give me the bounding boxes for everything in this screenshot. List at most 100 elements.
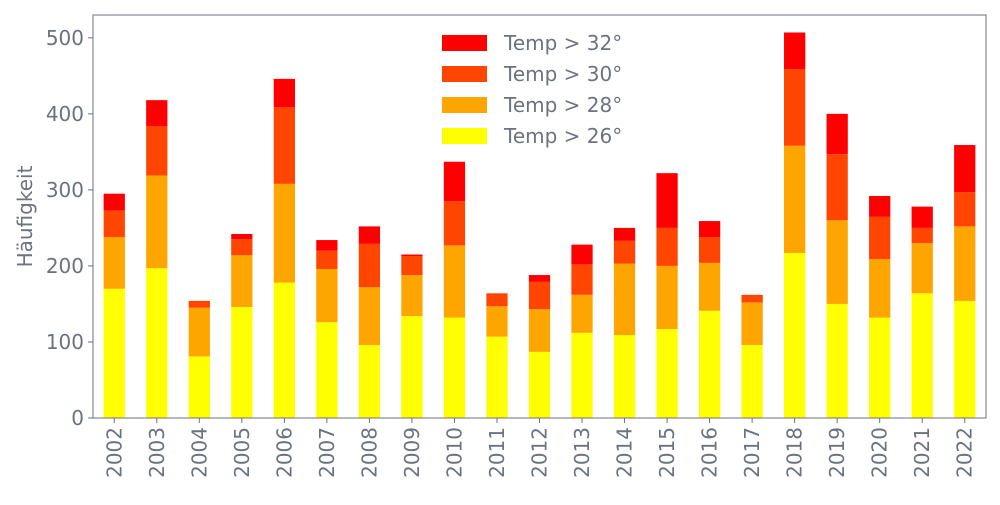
x-tick-label-2003: 2003 <box>145 427 169 478</box>
bar-2022-series-3 <box>954 145 976 193</box>
bar-2002-series-0 <box>103 288 125 418</box>
legend-label-1: Temp > 28° <box>503 93 622 117</box>
x-tick-label-2012: 2012 <box>528 427 552 478</box>
bar-2012-series-3 <box>528 275 551 282</box>
bar-2010-series-0 <box>443 317 466 418</box>
bar-2016-series-0 <box>698 310 721 418</box>
bar-2007-series-3 <box>316 240 338 251</box>
x-tick-label-2010: 2010 <box>442 427 466 478</box>
bar-2006-series-0 <box>273 282 295 418</box>
bar-2008-series-1 <box>358 287 381 346</box>
bar-2019-series-1 <box>826 220 848 304</box>
bar-2003-series-1 <box>146 175 168 269</box>
bar-2013-series-1 <box>571 294 593 333</box>
x-tick-label-2022: 2022 <box>953 427 977 478</box>
bar-2005-series-2 <box>231 239 253 256</box>
x-tick-label-2016: 2016 <box>698 427 722 478</box>
bar-2015-series-3 <box>656 173 678 228</box>
x-tick-label-2004: 2004 <box>187 427 211 478</box>
bar-2006-series-3 <box>273 78 295 107</box>
y-tick-label-100: 100 <box>46 330 84 354</box>
y-axis-label: Häufigkeit <box>13 165 37 267</box>
bar-2019-series-0 <box>826 303 848 418</box>
y-tick-label-300: 300 <box>46 178 84 202</box>
y-tick-label-400: 400 <box>46 102 84 126</box>
bar-2008-series-0 <box>358 345 381 418</box>
bar-2015-series-1 <box>656 265 678 330</box>
bar-2016-series-2 <box>698 237 721 263</box>
bar-2007-series-1 <box>316 268 338 323</box>
bar-2014-series-2 <box>613 240 636 264</box>
x-tick-label-2006: 2006 <box>272 427 296 478</box>
bar-2005-series-1 <box>231 255 253 307</box>
bar-2006-series-1 <box>273 183 295 283</box>
bar-2015-series-2 <box>656 227 678 266</box>
bar-2010-series-1 <box>443 245 466 318</box>
bar-2016-series-1 <box>698 262 721 311</box>
bar-2013-series-2 <box>571 264 593 295</box>
bar-2022-series-2 <box>954 192 976 227</box>
x-tick-label-2013: 2013 <box>570 427 594 478</box>
legend: Temp > 32° Temp > 30° Temp > 28° Temp > 26° <box>442 31 622 148</box>
bar-2018-series-0 <box>784 253 806 418</box>
bar-2014-series-3 <box>613 227 636 241</box>
legend-swatch-2 <box>442 66 487 82</box>
x-tick-label-2021: 2021 <box>910 427 934 478</box>
x-tick-label-2015: 2015 <box>655 427 679 478</box>
bar-2003-series-3 <box>146 100 168 127</box>
bar-2008-series-3 <box>358 226 381 244</box>
y-tick-label-500: 500 <box>46 26 84 50</box>
bar-2009-series-1 <box>401 275 423 317</box>
y-tick-label-0: 0 <box>71 406 84 430</box>
bars-layer <box>103 32 976 418</box>
bar-2019-series-3 <box>826 113 848 155</box>
legend-label-0: Temp > 26° <box>503 124 622 148</box>
bar-2004-series-0 <box>188 356 210 418</box>
bar-2007-series-2 <box>316 250 338 269</box>
bar-2020-series-2 <box>869 216 891 260</box>
bar-2018-series-2 <box>784 68 806 146</box>
bar-2009-series-0 <box>401 316 423 418</box>
bar-2016-series-3 <box>698 221 721 238</box>
legend-label-2: Temp > 30° <box>503 62 622 86</box>
x-tick-label-2019: 2019 <box>825 427 849 478</box>
x-tick-label-2007: 2007 <box>315 427 339 478</box>
bar-2021-series-1 <box>911 243 933 294</box>
axes-layer: 2002 2003 2004 2005 2006 2007 2008 2009 2010 2011… <box>46 14 987 478</box>
x-tick-label-2011: 2011 <box>485 427 509 478</box>
bar-2014-series-0 <box>613 335 636 418</box>
bar-2012-series-0 <box>528 351 551 418</box>
bar-2017-series-2 <box>741 294 763 303</box>
bar-2011-series-2 <box>486 293 508 307</box>
x-tick-label-2014: 2014 <box>613 427 637 478</box>
bar-2008-series-2 <box>358 243 381 288</box>
bar-2011-series-1 <box>486 306 508 337</box>
bar-2022-series-0 <box>954 300 976 418</box>
legend-swatch-1 <box>442 97 487 113</box>
bar-2012-series-2 <box>528 281 551 310</box>
bar-2002-series-1 <box>103 237 125 289</box>
bar-2005-series-0 <box>231 306 253 418</box>
bar-2012-series-1 <box>528 309 551 352</box>
legend-label-3: Temp > 32° <box>503 31 622 55</box>
bar-2005-series-3 <box>231 233 253 240</box>
x-tick-label-2017: 2017 <box>740 427 764 478</box>
bar-2014-series-1 <box>613 263 636 336</box>
bar-2002-series-3 <box>103 193 125 211</box>
bar-2007-series-0 <box>316 322 338 418</box>
bar-2013-series-0 <box>571 332 593 418</box>
plot-frame <box>92 14 987 419</box>
bar-2022-series-1 <box>954 226 976 301</box>
bar-2003-series-0 <box>146 268 168 418</box>
x-tick-label-2009: 2009 <box>400 427 424 478</box>
bar-2015-series-0 <box>656 329 678 418</box>
bar-2004-series-1 <box>188 307 210 357</box>
bar-2009-series-3 <box>401 254 423 257</box>
bar-2002-series-2 <box>103 210 125 238</box>
bar-2021-series-2 <box>911 227 933 244</box>
bar-2003-series-2 <box>146 126 168 176</box>
bar-2021-series-0 <box>911 293 933 418</box>
bar-2018-series-1 <box>784 145 806 253</box>
bar-2004-series-2 <box>188 300 210 308</box>
